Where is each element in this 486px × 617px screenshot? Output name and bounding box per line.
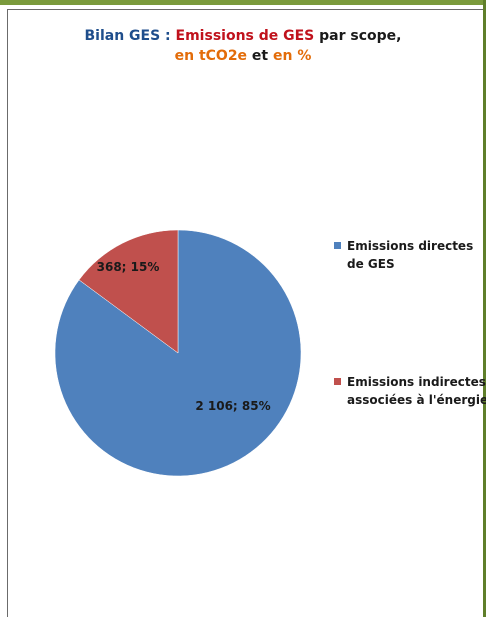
legend-label: Emissions indirectes associées à l'énerg… xyxy=(347,375,486,407)
right-border xyxy=(483,0,486,617)
chart-frame xyxy=(7,9,483,617)
legend-swatch xyxy=(334,378,341,385)
top-border xyxy=(0,0,486,5)
legend-item-direct: Emissions directes de GES xyxy=(334,237,486,273)
title-part-et: et xyxy=(247,48,273,64)
title-part-unit: en tCO2e xyxy=(174,48,248,64)
chart-title-line-1: Bilan GES : Emissions de GES par scope, xyxy=(0,26,486,46)
title-part-bilan: Bilan GES : xyxy=(84,28,176,44)
legend-item-indirect: Emissions indirectes associées à l'énerg… xyxy=(334,373,486,409)
chart-title-line-2: en tCO2e et en % xyxy=(0,46,486,66)
pie-slice-indirect xyxy=(78,229,179,354)
title-part-percent: en % xyxy=(273,48,312,64)
legend-swatch xyxy=(334,242,341,249)
legend-label: Emissions directes de GES xyxy=(347,239,474,271)
title-part-scope: par scope, xyxy=(314,28,402,44)
data-label-direct: 2 106; 85% xyxy=(195,399,270,413)
title-part-emissions: Emissions de GES xyxy=(175,28,315,44)
data-label-indirect: 368; 15% xyxy=(97,260,160,274)
